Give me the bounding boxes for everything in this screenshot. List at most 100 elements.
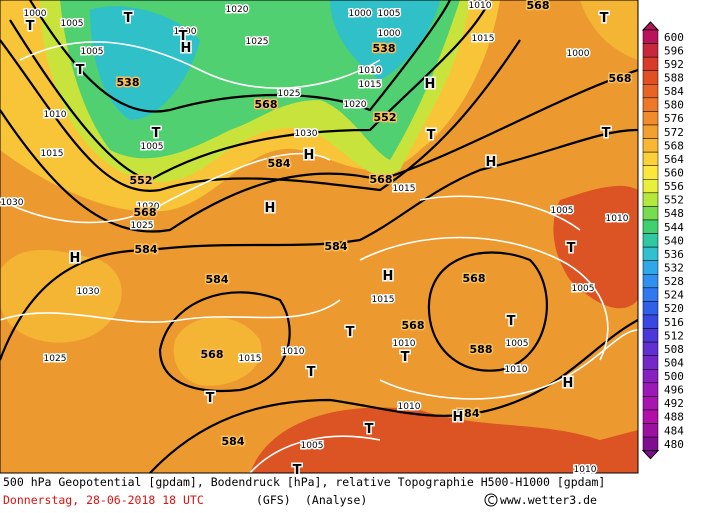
- legend-swatch: [642, 124, 659, 139]
- height-label: 568: [527, 0, 550, 12]
- pressure-label: 1020: [137, 202, 160, 212]
- pressure-label: 1010: [469, 1, 492, 11]
- high-marker: H: [181, 41, 192, 56]
- pressure-label: 1015: [393, 184, 416, 194]
- height-label: 552: [374, 111, 397, 124]
- low-marker: T: [401, 350, 410, 365]
- legend-label: 500: [664, 370, 684, 383]
- low-marker: T: [427, 128, 436, 143]
- pressure-label: 1030: [1, 198, 24, 208]
- pressure-contours: [0, 41, 638, 473]
- height-label: 568: [134, 206, 157, 219]
- zone-red: [250, 185, 638, 473]
- high-marker: H: [265, 201, 276, 216]
- pressure-label: 1015: [239, 354, 262, 364]
- legend-label: 504: [664, 356, 684, 369]
- pressure-label: 1000: [24, 9, 47, 19]
- height-label: 568: [370, 173, 393, 186]
- legend-swatch: [642, 206, 659, 221]
- legend-swatch: [642, 43, 659, 58]
- legend-label: 492: [664, 397, 684, 410]
- map-frame: [0, 0, 639, 474]
- legend-label: 576: [664, 112, 684, 125]
- high-marker: H: [453, 410, 464, 425]
- legend-swatch: [642, 111, 659, 126]
- legend-swatch: [642, 409, 659, 424]
- height-contours: [0, 0, 638, 473]
- low-marker: T: [293, 463, 302, 478]
- pressure-label: 1025: [278, 89, 301, 99]
- pressure-label: 1005: [141, 142, 164, 152]
- height-label: 552: [130, 174, 153, 187]
- legend-label: 564: [664, 153, 684, 166]
- pressure-label: 1005: [81, 47, 104, 57]
- map-labels: 1000 1005 1005 1000 1020 1025 1000 1005 1000 1010…: [0, 0, 633, 480]
- legend-label: 548: [664, 207, 684, 220]
- height-label: 568: [463, 272, 486, 285]
- height-label: 568: [201, 348, 224, 361]
- high-marker: H: [70, 251, 81, 266]
- legend-label: 556: [664, 180, 684, 193]
- legend-swatch: [642, 287, 659, 302]
- pressure-label: 1000: [378, 29, 401, 39]
- legend-label: 480: [664, 438, 684, 451]
- legend-label: 544: [664, 221, 684, 234]
- low-marker: T: [179, 29, 188, 44]
- legend-swatch: [642, 233, 659, 248]
- legend-label: 512: [664, 329, 684, 342]
- height-label: 584: [325, 240, 348, 253]
- height-label: 538: [117, 76, 140, 89]
- legend-label: 592: [664, 58, 684, 71]
- legend-swatch: [642, 436, 659, 451]
- pressure-label: 1005: [506, 339, 529, 349]
- low-marker: T: [26, 19, 35, 34]
- low-marker: T: [206, 391, 215, 406]
- high-marker: H: [304, 148, 315, 163]
- legend-swatch: [642, 396, 659, 411]
- pressure-label: 1030: [295, 129, 318, 139]
- map-area: [0, 0, 638, 473]
- pressure-label: 1010: [398, 402, 421, 412]
- legend-label: 600: [664, 31, 684, 44]
- legend-label: 524: [664, 289, 684, 302]
- low-marker: T: [602, 126, 611, 141]
- low-marker: T: [76, 63, 85, 78]
- legend-swatch: [642, 97, 659, 112]
- legend-label: 508: [664, 343, 684, 356]
- pressure-label: 1005: [551, 206, 574, 216]
- low-marker: T: [567, 241, 576, 256]
- legend-swatch: [642, 314, 659, 329]
- legend-swatch: [642, 151, 659, 166]
- high-marker: H: [486, 155, 497, 170]
- height-label: 538: [373, 42, 396, 55]
- legend-swatch: [642, 341, 659, 356]
- legend-swatch: [642, 423, 659, 438]
- legend-label: 584: [664, 85, 684, 98]
- legend-label: 532: [664, 261, 684, 274]
- footer-model: (GFS): [256, 493, 291, 507]
- legend-swatch: [642, 70, 659, 85]
- pressure-label: 1010: [505, 365, 528, 375]
- pressure-label: 1005: [61, 19, 84, 29]
- footer-description: 500 hPa Geopotential [gpdam], Bodendruck…: [3, 475, 605, 489]
- legend-label: 516: [664, 316, 684, 329]
- pressure-label: 1005: [378, 9, 401, 19]
- pressure-label: 1010: [44, 110, 67, 120]
- legend-swatch: [642, 301, 659, 316]
- pressure-label: 1010: [282, 347, 305, 357]
- pressure-label: 1015: [372, 295, 395, 305]
- legend-label: 596: [664, 44, 684, 57]
- legend-label: 580: [664, 99, 684, 112]
- high-marker: H: [383, 269, 394, 284]
- height-label: 588: [470, 343, 493, 356]
- legend: 6005965925885845805765725685645605565525…: [641, 21, 684, 460]
- zone-cyan: [90, 0, 440, 120]
- legend-swatch: [642, 219, 659, 234]
- pressure-label: 1010: [393, 339, 416, 349]
- legend-label: 520: [664, 302, 684, 315]
- height-label: 568: [255, 98, 278, 111]
- legend-swatch: [642, 246, 659, 261]
- legend-swatch: [642, 165, 659, 180]
- legend-label: 536: [664, 248, 684, 261]
- footer-site[interactable]: www.wetter3.de: [500, 493, 597, 507]
